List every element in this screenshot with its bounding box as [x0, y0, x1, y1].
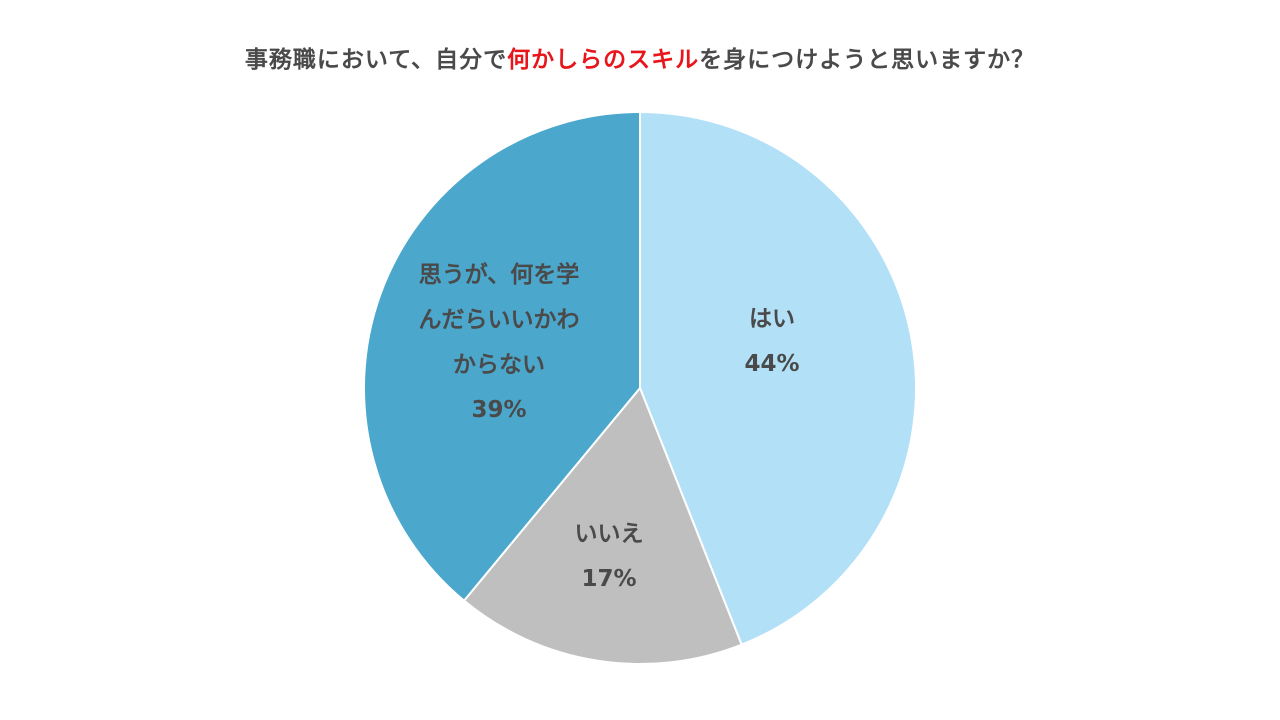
slice-value-label-1: 17% — [581, 566, 636, 592]
slice-category-label-2: んだらいいかわ — [419, 307, 580, 333]
slice-category-label-2: からない — [453, 352, 545, 378]
pie-slice-0 — [639, 110, 917, 646]
pie-slice-2 — [363, 110, 641, 603]
pie-slice-1 — [462, 386, 743, 665]
chart-title: 事務職において、自分で何かしらのスキルを身につけようと思いますか？ — [0, 40, 1280, 74]
slice-category-label-0: はい — [749, 306, 795, 332]
pie-slices — [363, 110, 917, 665]
slice-category-label-1: いいえ — [575, 521, 644, 547]
slice-value-label-0: 44% — [744, 351, 799, 377]
title-suffix: を身につけようと思いますか？ — [699, 47, 1036, 73]
title-prefix: 事務職において、自分で — [244, 47, 508, 73]
slice-category-label-2: 思うが、何を学 — [419, 261, 580, 288]
slice-value-label-2: 39% — [471, 397, 526, 423]
title-highlight: 何かしらのスキル — [507, 47, 700, 73]
